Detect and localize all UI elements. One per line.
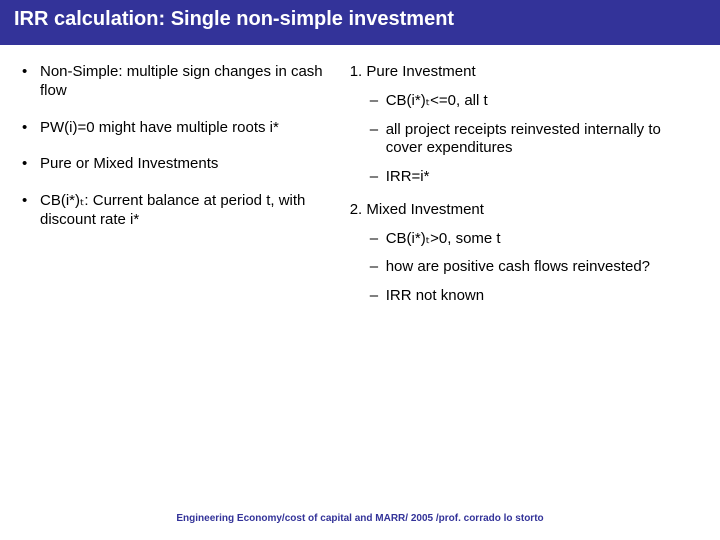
bullet-text: PW(i)=0 might have multiple roots i* xyxy=(40,119,279,138)
right-column: 1. Pure Investment – CB(i*)ₜ<=0, all t –… xyxy=(340,63,698,316)
sub-text: how are positive cash flows reinvested? xyxy=(386,258,650,277)
sub-text: CB(i*)ₜ<=0, all t xyxy=(386,92,488,111)
sub-item: – all project receipts reinvested intern… xyxy=(370,121,698,159)
bullet-marker: • xyxy=(22,192,40,230)
sub-item: – IRR not known xyxy=(370,287,698,306)
bullet-text: Non-Simple: multiple sign changes in cas… xyxy=(40,63,330,101)
dash-marker: – xyxy=(370,168,386,187)
numbered-heading: 1. Pure Investment xyxy=(350,63,698,82)
dash-marker: – xyxy=(370,230,386,249)
dash-marker: – xyxy=(370,121,386,159)
sub-item: – CB(i*)ₜ<=0, all t xyxy=(370,92,698,111)
bullet-marker: • xyxy=(22,63,40,101)
bullet-item: • Non-Simple: multiple sign changes in c… xyxy=(22,63,330,101)
bullet-item: • CB(i*)ₜ: Current balance at period t, … xyxy=(22,192,330,230)
sub-text: CB(i*)ₜ>0, some t xyxy=(386,230,501,249)
dash-marker: – xyxy=(370,258,386,277)
dash-marker: – xyxy=(370,287,386,306)
slide-title: IRR calculation: Single non-simple inves… xyxy=(14,8,454,30)
sub-item: – IRR=i* xyxy=(370,168,698,187)
dash-marker: – xyxy=(370,92,386,111)
left-column: • Non-Simple: multiple sign changes in c… xyxy=(22,63,340,316)
sub-text: IRR=i* xyxy=(386,168,430,187)
sub-item: – CB(i*)ₜ>0, some t xyxy=(370,230,698,249)
footer-text: Engineering Economy/cost of capital and … xyxy=(0,513,720,524)
numbered-heading: 2. Mixed Investment xyxy=(350,201,698,220)
content-area: • Non-Simple: multiple sign changes in c… xyxy=(0,45,720,316)
bullet-text: Pure or Mixed Investments xyxy=(40,155,218,174)
bullet-marker: • xyxy=(22,119,40,138)
bullet-text: CB(i*)ₜ: Current balance at period t, wi… xyxy=(40,192,330,230)
sub-item: – how are positive cash flows reinvested… xyxy=(370,258,698,277)
bullet-item: • Pure or Mixed Investments xyxy=(22,155,330,174)
sub-text: IRR not known xyxy=(386,287,484,306)
bullet-item: • PW(i)=0 might have multiple roots i* xyxy=(22,119,330,138)
title-bar: IRR calculation: Single non-simple inves… xyxy=(0,0,720,45)
sub-text: all project receipts reinvested internal… xyxy=(386,121,698,159)
bullet-marker: • xyxy=(22,155,40,174)
